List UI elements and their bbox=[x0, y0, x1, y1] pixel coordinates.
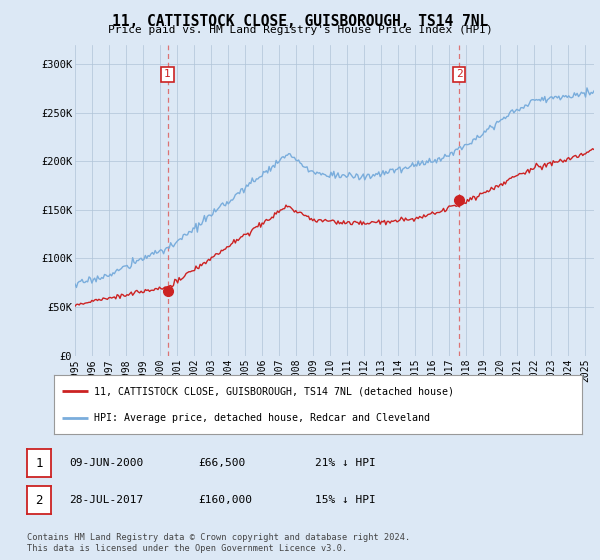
Text: £160,000: £160,000 bbox=[198, 495, 252, 505]
Text: HPI: Average price, detached house, Redcar and Cleveland: HPI: Average price, detached house, Redc… bbox=[94, 413, 430, 423]
Text: 2: 2 bbox=[455, 69, 463, 80]
Text: 09-JUN-2000: 09-JUN-2000 bbox=[69, 458, 143, 468]
Text: 1: 1 bbox=[164, 69, 171, 80]
Text: 21% ↓ HPI: 21% ↓ HPI bbox=[315, 458, 376, 468]
Text: £66,500: £66,500 bbox=[198, 458, 245, 468]
Text: 15% ↓ HPI: 15% ↓ HPI bbox=[315, 495, 376, 505]
Text: 2: 2 bbox=[35, 493, 43, 507]
Text: Price paid vs. HM Land Registry's House Price Index (HPI): Price paid vs. HM Land Registry's House … bbox=[107, 25, 493, 35]
Text: 11, CATTISTOCK CLOSE, GUISBOROUGH, TS14 7NL (detached house): 11, CATTISTOCK CLOSE, GUISBOROUGH, TS14 … bbox=[94, 386, 454, 396]
Text: 28-JUL-2017: 28-JUL-2017 bbox=[69, 495, 143, 505]
Text: 11, CATTISTOCK CLOSE, GUISBOROUGH, TS14 7NL: 11, CATTISTOCK CLOSE, GUISBOROUGH, TS14 … bbox=[112, 14, 488, 29]
Text: Contains HM Land Registry data © Crown copyright and database right 2024.
This d: Contains HM Land Registry data © Crown c… bbox=[27, 533, 410, 553]
Text: 1: 1 bbox=[35, 456, 43, 470]
